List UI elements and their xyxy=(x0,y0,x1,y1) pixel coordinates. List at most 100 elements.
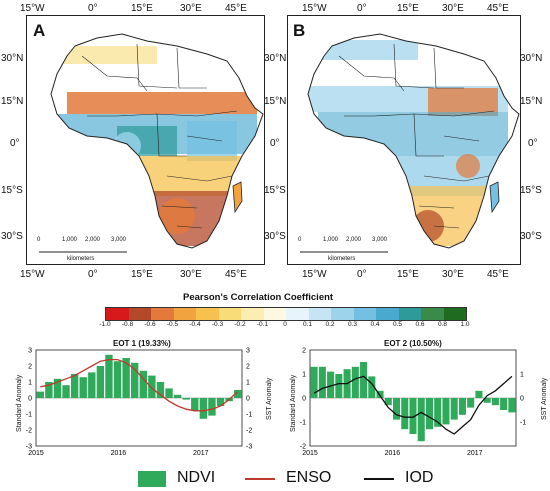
colorbar-swatch xyxy=(286,308,309,320)
bottom-lon-label: 30°E xyxy=(180,269,202,280)
bottom-lon-label: 15°W xyxy=(302,269,327,280)
colorbar-tick-label: -0.8 xyxy=(121,321,134,328)
scale-tick: 0 xyxy=(298,237,302,243)
colorbar-tick-label: -0.5 xyxy=(166,321,179,328)
y-tick-right: -1 xyxy=(520,420,526,427)
left-lat-label: 15°N xyxy=(264,96,287,107)
x-tick: 2016 xyxy=(385,450,401,457)
colorbar-tick-label: 0.5 xyxy=(392,321,403,328)
legend-enso-label: ENSO xyxy=(286,469,332,486)
ndvi-bar xyxy=(475,390,483,398)
colorbar-tick-label: -0.6 xyxy=(144,321,156,328)
ndvi-bar xyxy=(216,398,225,406)
y-tick-right: -1 xyxy=(246,412,252,419)
bottom-lon-label: 45°E xyxy=(225,269,247,280)
top-lon-label: 15°E xyxy=(131,3,153,14)
ndvi-bar xyxy=(327,371,335,398)
colorbar-swatch xyxy=(128,308,151,320)
scale-unit: kilometers xyxy=(67,256,95,262)
left-lat-label: 30°N xyxy=(264,53,287,64)
x-tick: 2015 xyxy=(28,450,44,457)
colorbar-swatch xyxy=(151,308,174,320)
top-lon-label: 15°W xyxy=(302,3,327,14)
colorbar-tick-label: 0.8 xyxy=(437,321,448,328)
bottom-lon-label: 45°E xyxy=(487,269,509,280)
ndvi-bar xyxy=(156,382,165,398)
ndvi-bar xyxy=(191,398,199,411)
ndvi-bar xyxy=(458,398,466,415)
ndvi-bar xyxy=(208,398,216,416)
ndvi-bar xyxy=(450,398,458,420)
legend-iod-label: IOD xyxy=(405,469,434,486)
colorbar-tick-label: 0 xyxy=(283,321,287,328)
y-tick-left: 1 xyxy=(302,372,306,379)
colorbar-swatch xyxy=(173,308,196,320)
madagascar xyxy=(489,181,500,214)
ndvi-bar xyxy=(467,398,475,408)
chart-title: EOT 1 (19.33%) xyxy=(113,339,171,348)
colorbar-swatch xyxy=(443,308,466,320)
scale-tick: 2,000 xyxy=(346,237,362,243)
scale-unit: kilometers xyxy=(328,256,356,262)
colorbar-title: Pearson's Correlation Coefficient xyxy=(183,292,334,303)
left-lat-label: 30°N xyxy=(1,53,24,64)
right-lat-label: 15°S xyxy=(520,185,542,196)
map-b-frame: 0 1,000 2,000 3,000 kilometers xyxy=(287,15,521,265)
legend-ndvi-swatch xyxy=(138,471,166,487)
colorbar-ticks: -1.0 -0.8 -0.6 -0.5 -0.4 -0.3 -0.2 -0.1 0 0.1 0.2 0… xyxy=(99,321,469,331)
y-tick-left: 1 xyxy=(28,380,32,387)
bottom-lon-label: 15°W xyxy=(20,269,45,280)
y-tick-left: -2 xyxy=(300,444,306,451)
ndvi-bar xyxy=(310,366,318,398)
ndvi-bar xyxy=(434,398,442,427)
left-lat-label: 0° xyxy=(10,138,20,149)
x-tick: 2017 xyxy=(467,450,483,457)
right-lat-label: 15°N xyxy=(520,96,543,107)
ndvi-bar xyxy=(500,398,508,410)
colorbar-swatch xyxy=(308,308,331,320)
y-tick-left: 3 xyxy=(28,348,32,355)
bottom-lon-label: 0° xyxy=(88,269,98,280)
y-tick-left: 2 xyxy=(28,364,32,371)
africa-correlation-map-b xyxy=(296,33,520,260)
ndvi-bar xyxy=(425,398,433,430)
ndvi-bar xyxy=(148,375,156,398)
top-lon-label: 15°E xyxy=(397,3,419,14)
colorbar-tick-label: -0.1 xyxy=(256,321,269,328)
ndvi-bar xyxy=(318,366,326,398)
scale-tick: 2,000 xyxy=(85,237,101,243)
bottom-lon-label: 15°E xyxy=(131,269,153,280)
left-lat-label: 30°S xyxy=(1,231,23,242)
ndvi-bar xyxy=(483,398,491,403)
top-lon-label: 45°E xyxy=(487,3,509,14)
ndvi-bar xyxy=(351,366,359,398)
ndvi-bar xyxy=(384,398,392,406)
top-lon-label: 30°E xyxy=(442,3,464,14)
colorbar-tick-label: 0.6 xyxy=(415,321,425,328)
left-lat-label: 15°S xyxy=(264,185,286,196)
y-tick-left: -1 xyxy=(300,420,306,427)
map-a-frame: 0 1,000 2,000 3,000 kilometers xyxy=(26,15,265,265)
y-tick-right: -2 xyxy=(246,428,252,435)
ndvi-bar xyxy=(442,398,450,425)
y-tick-right: 2 xyxy=(246,364,250,371)
colorbar-swatch xyxy=(331,308,354,320)
ndvi-bar xyxy=(96,366,105,398)
colorbar-swatch xyxy=(421,308,444,320)
legend-ndvi-label: NDVI xyxy=(177,469,216,486)
ndvi-bar xyxy=(409,398,417,434)
ndvi-bar xyxy=(139,370,147,398)
colorbar-swatch xyxy=(106,308,129,320)
y-tick-left: 2 xyxy=(302,348,306,355)
legend-enso-line xyxy=(245,478,275,480)
y-tick-right: -3 xyxy=(246,444,252,451)
ndvi-bar xyxy=(36,391,44,398)
colorbar-tick-label: -0.2 xyxy=(234,321,246,328)
ndvi-bar xyxy=(88,372,96,398)
ndvi-bar xyxy=(79,377,87,398)
colorbar-swatch xyxy=(353,308,376,320)
panel-letter-b: B xyxy=(293,21,306,40)
x-tick: 2016 xyxy=(111,450,127,457)
ndvi-bar xyxy=(113,361,122,398)
right-lat-label: 30°N xyxy=(520,53,543,64)
